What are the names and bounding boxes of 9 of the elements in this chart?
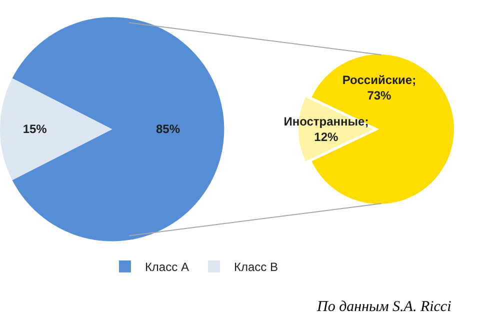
pie-slice — [0, 78, 112, 180]
data-label: Российские; 73% — [342, 72, 416, 102]
legend-label: Класс B — [234, 260, 278, 274]
pie-slice — [12, 17, 224, 242]
data-label: 85% — [156, 122, 180, 136]
data-label: 15% — [22, 122, 48, 136]
legend-label: Класс A — [144, 260, 189, 274]
data-label: Иностранные; 12% — [284, 114, 369, 144]
text: По данным S.A. Ricci — [316, 299, 452, 315]
